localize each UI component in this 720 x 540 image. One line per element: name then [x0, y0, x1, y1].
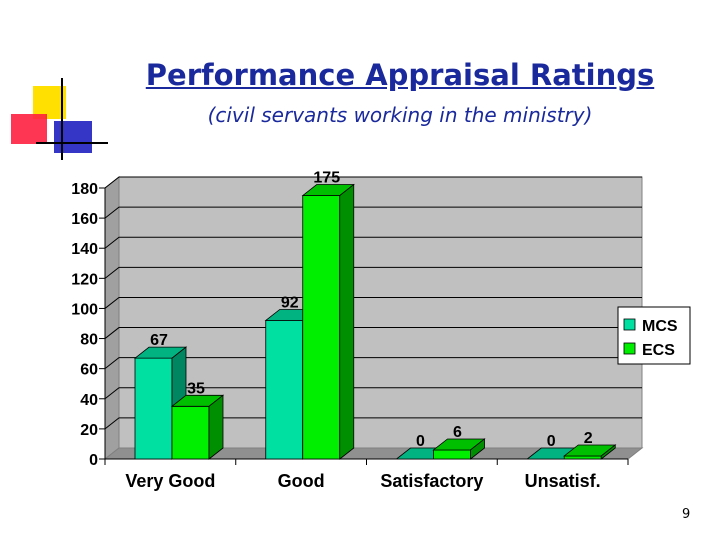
- y-tick-label: 160: [71, 211, 98, 228]
- legend-swatch-ecs: [623, 342, 636, 355]
- bar-mcs-front: [265, 320, 304, 460]
- legend-box: [617, 306, 691, 365]
- legend-swatch-mcs: [623, 318, 636, 331]
- bar-ecs-side: [339, 183, 355, 460]
- data-label-mcs: 67: [150, 332, 168, 349]
- y-tick-label: 140: [71, 241, 98, 258]
- x-category-label: Good: [278, 471, 325, 491]
- slide-title: Performance Appraisal Ratings: [145, 58, 655, 92]
- gridline: [104, 176, 642, 189]
- deco-yellow-square: [33, 86, 66, 119]
- gridline: [104, 296, 642, 309]
- gridline: [104, 357, 642, 370]
- gridline: [104, 236, 642, 249]
- y-tick-label: 180: [71, 181, 98, 198]
- y-tick-label: 60: [80, 362, 98, 379]
- bar-ecs-front: [433, 449, 471, 460]
- bar-ecs-side: [470, 438, 485, 460]
- data-label-mcs: 0: [416, 433, 425, 450]
- page-number: 9: [682, 507, 691, 522]
- gridline: [104, 266, 642, 279]
- gridline: [104, 387, 642, 400]
- data-label-mcs: 92: [281, 294, 299, 311]
- slide-decoration: [11, 78, 108, 160]
- bar-ecs-side: [600, 444, 616, 460]
- deco-blue-square: [54, 121, 92, 153]
- x-category-label: Very Good: [125, 471, 215, 491]
- gridline: [104, 206, 642, 219]
- gridline: [104, 327, 642, 339]
- slide-subtitle: (civil servants working in the ministry): [207, 103, 593, 127]
- data-label-ecs: 35: [187, 380, 205, 397]
- bar-ecs-side: [208, 394, 224, 460]
- data-label-ecs: 6: [453, 424, 462, 441]
- data-label-ecs: 175: [313, 170, 340, 187]
- y-tick-label: 80: [80, 332, 98, 349]
- y-tick-label: 20: [80, 422, 98, 439]
- x-category-label: Unsatisf.: [525, 471, 601, 491]
- deco-red-square: [11, 114, 47, 144]
- legend-label-mcs: MCS: [642, 318, 678, 335]
- y-tick-label: 100: [71, 301, 98, 318]
- plot-side-wall: [104, 175, 120, 461]
- bar-ecs-front: [302, 195, 341, 460]
- legend-label-ecs: ECS: [642, 342, 675, 359]
- x-category-label: Satisfactory: [380, 471, 483, 491]
- y-tick-label: 0: [89, 452, 98, 469]
- bar-mcs-front: [134, 357, 173, 460]
- gridline: [104, 417, 642, 430]
- data-label-ecs: 2: [584, 430, 593, 447]
- y-tick-label: 120: [71, 271, 98, 288]
- bar-ecs-front: [171, 405, 210, 460]
- y-tick-label: 40: [80, 392, 98, 409]
- bar-ecs-front: [563, 455, 602, 460]
- data-label-mcs: 0: [547, 433, 556, 450]
